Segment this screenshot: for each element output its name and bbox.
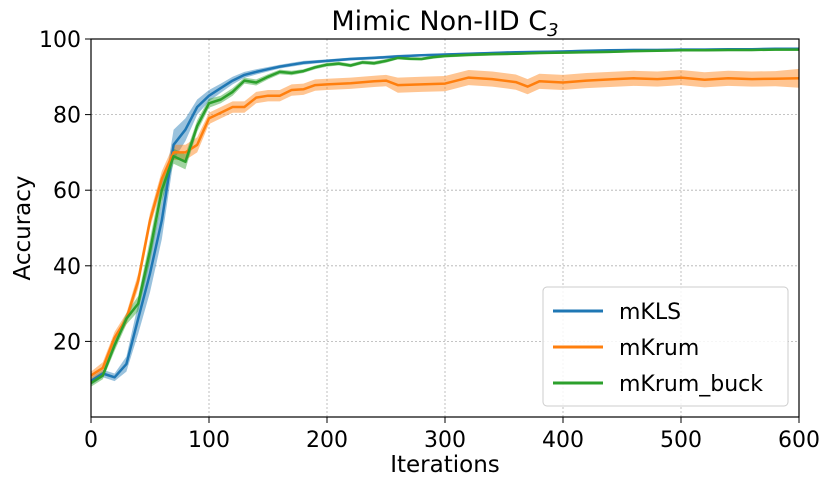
x-tick-label: 500 (660, 428, 702, 453)
legend-label-mkrum: mKrum (619, 336, 699, 361)
line-mkrum (90, 76, 800, 377)
x-tick-label: 300 (424, 428, 466, 453)
legend-label-mkls: mKLS (619, 300, 681, 325)
x-tick-label: 200 (306, 428, 348, 453)
chart-title: Mimic Non-IID C3 (331, 6, 558, 41)
axis-ticks: 0 100 200 300 400 500 600 20 40 60 80 100 (39, 28, 820, 453)
legend-box (542, 286, 789, 407)
y-tick-label: 40 (53, 255, 81, 280)
series-lines (90, 47, 800, 385)
x-tick-label: 600 (778, 428, 820, 453)
y-axis-label: Accuracy (10, 175, 36, 280)
legend: mKLS mKrum mKrum_buck (542, 286, 789, 407)
y-tick-label: 20 (53, 330, 81, 355)
y-tick-label: 100 (39, 28, 81, 53)
line-mkrum-buck (90, 48, 799, 385)
x-tick-label: 0 (84, 428, 98, 453)
x-axis-label: Iterations (390, 452, 500, 478)
title-subscript: 3 (547, 20, 558, 41)
x-tick-label: 400 (542, 428, 584, 453)
x-tick-label: 100 (188, 428, 230, 453)
legend-label-mkrum-buck: mKrum_buck (619, 372, 763, 397)
y-tick-label: 80 (53, 104, 81, 129)
y-tick-label: 60 (53, 179, 81, 204)
